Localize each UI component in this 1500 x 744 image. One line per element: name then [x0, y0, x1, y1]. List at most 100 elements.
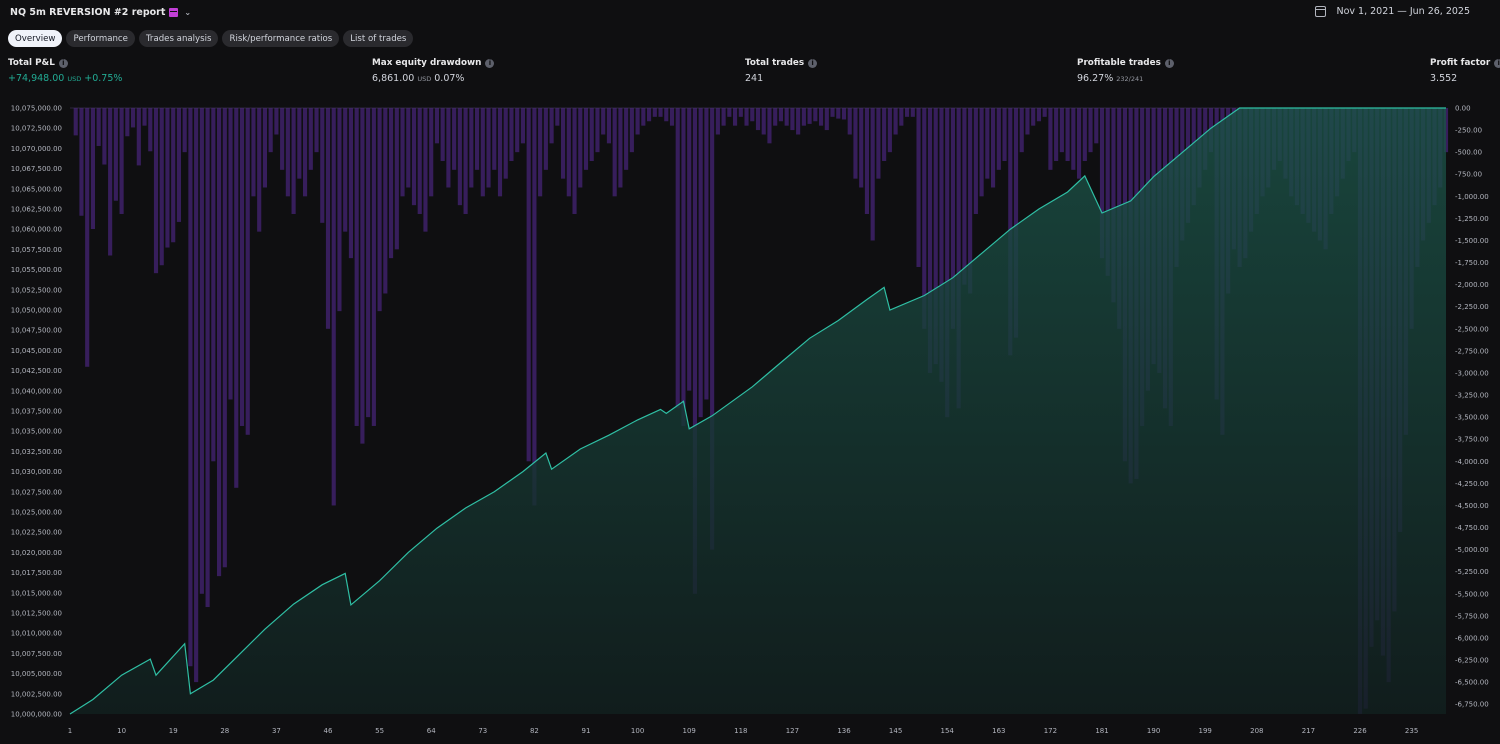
drawdown-bar — [348, 108, 353, 259]
info-icon[interactable]: i — [58, 58, 68, 68]
drawdown-bar — [108, 108, 113, 256]
x-axis-tick-label: 235 — [1405, 727, 1418, 735]
left-axis-tick-label: 10,047,500.00 — [11, 327, 62, 335]
drawdown-bar — [360, 108, 365, 444]
drawdown-bar — [933, 108, 938, 365]
stat-total-trades: Total trades i 241 — [745, 58, 818, 84]
tab-performance[interactable]: Performance — [66, 30, 135, 47]
tab-list-of-trades[interactable]: List of trades — [343, 30, 414, 47]
drawdown-bar — [469, 108, 474, 188]
stat-profitable-trades: Profitable trades i 96.27% 232/241 — [1077, 58, 1174, 84]
drawdown-bar — [417, 108, 422, 214]
x-axis-tick-label: 190 — [1147, 727, 1160, 735]
left-axis-tick-label: 10,075,000.00 — [11, 105, 62, 113]
drawdown-bar — [182, 108, 187, 153]
drawdown-bar — [90, 108, 95, 230]
info-icon[interactable]: i — [1164, 58, 1174, 68]
drawdown-bar — [882, 108, 887, 161]
drawdown-bar — [761, 108, 766, 135]
drawdown-bar — [618, 108, 623, 188]
date-range-picker[interactable]: Nov 1, 2021 — Jun 26, 2025 — [1315, 6, 1470, 17]
drawdown-bar — [962, 108, 967, 285]
stat-unit: USD — [67, 75, 82, 83]
left-axis-tick-label: 10,027,500.00 — [11, 488, 62, 496]
drawdown-bar — [859, 108, 864, 188]
x-axis-tick-label: 109 — [683, 727, 696, 735]
drawdown-bar — [939, 108, 944, 382]
drawdown-bar — [303, 108, 308, 197]
drawdown-bar — [457, 108, 462, 206]
drawdown-bar — [274, 108, 279, 135]
equity-drawdown-chart[interactable]: 10,075,000.00 10,072,500.00 10,070,000.00 1… — [0, 96, 1500, 744]
equity-line — [69, 107, 1446, 715]
drawdown-bar — [847, 108, 852, 135]
right-axis-tick-label: -1,000.00 — [1455, 193, 1489, 201]
stat-label: Total P&L — [8, 58, 55, 68]
drawdown-bar — [641, 108, 646, 126]
drawdown-bar — [366, 108, 371, 418]
chevron-down-icon[interactable]: ⌄ — [184, 8, 192, 17]
drawdown-bar — [228, 108, 233, 400]
drawdown-bar — [876, 108, 881, 179]
drawdown-bar — [1065, 108, 1070, 161]
right-axis-tick-label: -4,500.00 — [1455, 502, 1489, 510]
drawdown-bar — [721, 108, 726, 126]
left-axis: 10,075,000.00 10,072,500.00 10,070,000.00 1… — [11, 105, 62, 719]
drawdown-bar — [325, 108, 331, 329]
drawdown-bar — [595, 108, 600, 153]
left-axis-tick-label: 10,010,000.00 — [11, 630, 62, 638]
x-axis-tick-label: 145 — [889, 727, 902, 735]
drawdown-bar — [492, 108, 497, 170]
drawdown-bar — [790, 108, 795, 131]
drawdown-bar — [125, 108, 130, 137]
drawdown-bar — [520, 108, 525, 144]
drawdown-bar — [320, 108, 325, 223]
right-axis-tick-label: -4,000.00 — [1455, 458, 1489, 466]
info-icon[interactable]: i — [485, 58, 495, 68]
drawdown-bar — [669, 108, 675, 126]
drawdown-bar — [73, 108, 78, 136]
equity-area — [70, 108, 1446, 714]
drawdown-bar — [572, 108, 577, 214]
drawdown-bar — [658, 108, 663, 117]
drawdown-bar — [950, 108, 955, 329]
left-axis-tick-label: 10,030,000.00 — [11, 468, 62, 476]
drawdown-bar — [188, 108, 193, 667]
drawdown-bar — [245, 108, 250, 435]
left-axis-tick-label: 10,005,000.00 — [11, 670, 62, 678]
drawdown-bar — [733, 108, 738, 126]
calendar-icon[interactable] — [1315, 6, 1327, 17]
tab-trades-analysis[interactable]: Trades analysis — [138, 30, 219, 47]
right-axis-tick-label: -2,250.00 — [1455, 303, 1489, 311]
drawdown-bar — [486, 108, 491, 188]
x-axis-tick-label: 136 — [837, 727, 851, 735]
drawdown-bar — [979, 108, 984, 197]
drawdown-bar — [211, 108, 216, 462]
right-axis-tick-label: -6,000.00 — [1455, 634, 1489, 642]
drawdown-bar — [606, 108, 611, 144]
stat-total-pnl: Total P&L i +74,948.00 USD +0.75% — [8, 58, 122, 84]
drawdown-bar — [773, 108, 778, 126]
tab-risk-performance-ratios[interactable]: Risk/performance ratios — [222, 30, 340, 47]
drawdown-bar — [394, 108, 399, 250]
left-axis-tick-label: 10,000,000.00 — [11, 711, 62, 719]
drawdown-bar — [1036, 108, 1041, 122]
x-axis-tick-label: 208 — [1250, 727, 1263, 735]
drawdown-bar — [251, 108, 256, 197]
tab-overview[interactable]: Overview — [8, 30, 63, 47]
left-axis-tick-label: 10,065,000.00 — [11, 185, 62, 193]
left-axis-tick-label: 10,042,500.00 — [11, 367, 62, 375]
report-title[interactable]: NQ 5m REVERSION #2 report ⌄ — [10, 7, 191, 18]
drawdown-bar — [836, 108, 841, 119]
drawdown-bar — [664, 108, 669, 122]
drawdown-bar — [354, 108, 359, 426]
right-axis-tick-label: -3,250.00 — [1455, 392, 1489, 400]
drawdown-bar — [159, 108, 164, 266]
info-icon[interactable]: i — [1494, 58, 1500, 68]
right-axis-tick-label: -1,500.00 — [1455, 237, 1489, 245]
drawdown-bar — [589, 108, 594, 161]
drawdown-bar — [463, 108, 468, 214]
drawdown-bar — [578, 108, 583, 188]
left-axis-tick-label: 10,020,000.00 — [11, 549, 62, 557]
info-icon[interactable]: i — [808, 58, 818, 68]
